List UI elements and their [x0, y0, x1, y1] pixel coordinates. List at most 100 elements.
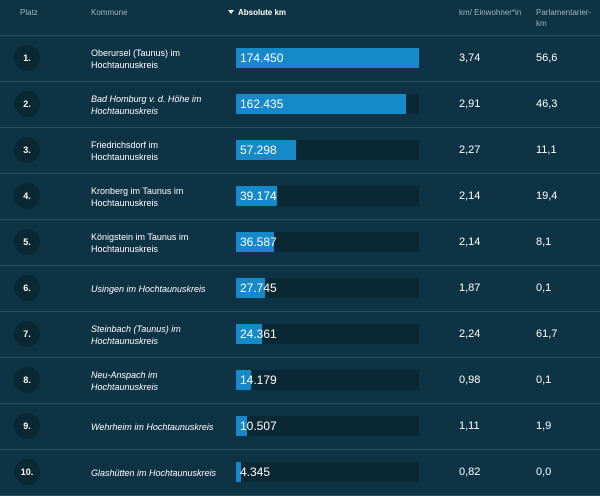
km-per-inhabitant-value: 0,98 [459, 374, 481, 386]
column-header-kommune[interactable]: Kommune [91, 8, 128, 17]
rank-badge: 3. [14, 137, 40, 163]
municipality-name: Steinbach (Taunus) im Hochtaunuskreis [91, 320, 226, 350]
absolute-km-bar-fill [236, 94, 407, 114]
column-header-absolute-km[interactable]: Absolute km [228, 7, 286, 18]
rank-badge: 2. [14, 91, 40, 117]
municipality-name-text: Neu-Anspach im Hochtaunuskreis [91, 370, 159, 392]
absolute-km-bar-fill [236, 140, 297, 160]
absolute-km-bar: 57.298 [236, 140, 419, 160]
parliamentarian-km-value: 0,1 [536, 282, 552, 294]
rank-badge: 9. [14, 413, 40, 439]
municipality-name-text: Königstein im Taunus im Hochtaunuskreis [91, 232, 189, 254]
municipality-name: Glashütten im Hochtaunuskreis [91, 458, 226, 488]
column-header-platz[interactable]: Platz [20, 8, 38, 17]
sort-descending-icon [228, 10, 234, 14]
absolute-km-bar-fill [236, 186, 278, 206]
municipality-name-text: Friedrichsdorf im Hochtaunuskreis [91, 140, 159, 162]
municipality-name-text: Oberursel (Taunus) im Hochtaunuskreis [91, 48, 181, 70]
absolute-km-value: 39.174 [240, 189, 277, 203]
municipality-name-text: Bad Homburg v. d. Höhe im Hochtaunuskrei… [91, 94, 202, 116]
km-per-inhabitant-value: 2,14 [459, 190, 481, 202]
rank-badge: 4. [14, 183, 40, 209]
municipality-name-text: Glashütten im Hochtaunuskreis [91, 468, 217, 478]
municipality-name-text: Steinbach (Taunus) im Hochtaunuskreis [91, 324, 181, 346]
absolute-km-bar: 39.174 [236, 186, 419, 206]
km-per-inhabitant-value: 2,24 [459, 328, 481, 340]
column-header-absolute-km-label: Absolute km [238, 8, 287, 17]
municipality-name-text: Wehrheim im Hochtaunuskreis [91, 422, 214, 432]
municipality-name: Kronberg im Taunus im Hochtaunuskreis [91, 182, 226, 212]
table-row: 10. Glashütten im Hochtaunuskreis 4.345 0,8… [0, 450, 600, 496]
municipality-name-text: Kronberg im Taunus im Hochtaunuskreis [91, 186, 184, 208]
absolute-km-bar: 14.179 [236, 370, 419, 390]
table-row: 4. Kronberg im Taunus im Hochtaunuskreis 3… [0, 174, 600, 220]
table-body: 1. Oberursel (Taunus) im Hochtaunuskreis 1… [0, 36, 600, 496]
km-per-inhabitant-value: 0,82 [459, 466, 481, 478]
absolute-km-bar: 4.345 [236, 462, 419, 482]
absolute-km-value: 27.745 [240, 281, 277, 295]
absolute-km-value: 57.298 [240, 143, 277, 157]
parliamentarian-km-value: 1,9 [536, 420, 552, 432]
table-row: 8. Neu-Anspach im Hochtaunuskreis 14.179 0,… [0, 358, 600, 404]
municipality-name: Oberursel (Taunus) im Hochtaunuskreis [91, 44, 226, 74]
parliamentarian-km-value: 56,6 [536, 52, 558, 64]
rank-badge: 6. [14, 275, 40, 301]
absolute-km-bar-fill [236, 324, 262, 344]
parliamentarian-km-value: 19,4 [536, 190, 558, 202]
municipality-name: Wehrheim im Hochtaunuskreis [91, 412, 226, 442]
rank-badge: 7. [14, 321, 40, 347]
absolute-km-bar-fill [236, 278, 266, 298]
rank-badge: 1. [14, 45, 40, 71]
absolute-km-bar-fill [236, 370, 251, 390]
table-row: 3. Friedrichsdorf im Hochtaunuskreis 57.29… [0, 128, 600, 174]
column-header-parliamentarian-km[interactable]: Parlamentarier-km [536, 8, 592, 28]
municipality-name: Neu-Anspach im Hochtaunuskreis [91, 366, 226, 396]
table-row: 7. Steinbach (Taunus) im Hochtaunuskreis 2… [0, 312, 600, 358]
parliamentarian-km-value: 0,1 [536, 374, 552, 386]
table-row: 1. Oberursel (Taunus) im Hochtaunuskreis 1… [0, 36, 600, 82]
absolute-km-bar: 36.587 [236, 232, 419, 252]
table-header: Platz Kommune Absolute km km/ Einwohner*… [0, 0, 600, 36]
municipality-name: Königstein im Taunus im Hochtaunuskreis [91, 228, 226, 258]
table-row: 6. Usingen im Hochtaunuskreis 27.745 1,87 0,… [0, 266, 600, 312]
absolute-km-bar: 162.435 [236, 94, 419, 114]
absolute-km-value: 174.450 [240, 51, 284, 65]
rank-badge: 10. [14, 459, 40, 485]
parliamentarian-km-value: 46,3 [536, 98, 558, 110]
km-per-inhabitant-value: 2,91 [459, 98, 481, 110]
absolute-km-bar: 27.745 [236, 278, 419, 298]
absolute-km-value: 36.587 [240, 235, 277, 249]
rank-badge: 8. [14, 367, 40, 393]
table-row: 2. Bad Homburg v. d. Höhe im Hochtaunuskr… [0, 82, 600, 128]
parliamentarian-km-value: 8,1 [536, 236, 552, 248]
absolute-km-value: 24.361 [240, 327, 277, 341]
parliamentarian-km-value: 11,1 [536, 144, 557, 156]
km-per-inhabitant-value: 1,11 [459, 420, 480, 432]
absolute-km-bar: 10.507 [236, 416, 419, 436]
absolute-km-bar-fill [236, 462, 241, 482]
absolute-km-bar: 24.361 [236, 324, 419, 344]
absolute-km-bar-fill [236, 48, 419, 68]
municipality-name: Usingen im Hochtaunuskreis [91, 274, 226, 304]
absolute-km-value: 4.345 [240, 465, 271, 479]
municipality-name: Friedrichsdorf im Hochtaunuskreis [91, 136, 226, 166]
absolute-km-bar-fill [236, 416, 247, 436]
km-per-inhabitant-value: 2,27 [459, 144, 481, 156]
km-per-inhabitant-value: 2,14 [459, 236, 481, 248]
municipality-name-text: Usingen im Hochtaunuskreis [91, 284, 206, 294]
absolute-km-bar-fill [236, 232, 275, 252]
absolute-km-value: 162.435 [240, 97, 284, 111]
km-per-inhabitant-value: 1,87 [459, 282, 481, 294]
rank-badge: 5. [14, 229, 40, 255]
absolute-km-bar: 174.450 [236, 48, 419, 68]
absolute-km-value: 10.507 [240, 419, 277, 433]
parliamentarian-km-value: 0,0 [536, 466, 552, 478]
parliamentarian-km-value: 61,7 [536, 328, 558, 340]
table-row: 5. Königstein im Taunus im Hochtaunuskrei… [0, 220, 600, 266]
municipality-name: Bad Homburg v. d. Höhe im Hochtaunuskrei… [91, 90, 226, 120]
km-per-inhabitant-value: 3,74 [459, 52, 481, 64]
table-row: 9. Wehrheim im Hochtaunuskreis 10.507 1,11 1… [0, 404, 600, 450]
column-header-km-per-inhabitant[interactable]: km/ Einwohner*in [459, 8, 522, 17]
absolute-km-value: 14.179 [240, 373, 277, 387]
